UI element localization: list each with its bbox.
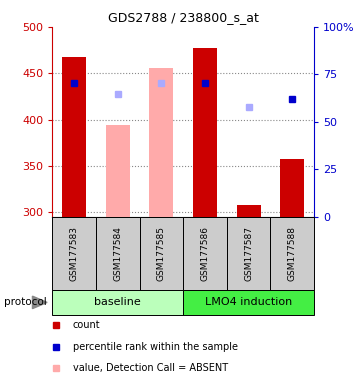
Bar xyxy=(227,217,270,290)
Bar xyxy=(149,68,173,217)
Text: protocol: protocol xyxy=(4,297,46,308)
Text: value, Detection Call = ABSENT: value, Detection Call = ABSENT xyxy=(73,362,228,373)
Bar xyxy=(280,159,304,217)
Bar xyxy=(62,58,86,217)
Bar xyxy=(52,217,96,290)
Bar xyxy=(183,290,314,315)
Bar xyxy=(106,125,130,217)
Text: count: count xyxy=(73,320,100,331)
Text: GSM177583: GSM177583 xyxy=(70,226,79,281)
Bar xyxy=(193,48,217,217)
Bar xyxy=(140,217,183,290)
Text: percentile rank within the sample: percentile rank within the sample xyxy=(73,341,238,352)
Title: GDS2788 / 238800_s_at: GDS2788 / 238800_s_at xyxy=(108,11,258,24)
Text: GSM177588: GSM177588 xyxy=(288,226,297,281)
Bar xyxy=(183,217,227,290)
Bar xyxy=(96,217,140,290)
Bar xyxy=(52,290,183,315)
Text: GSM177587: GSM177587 xyxy=(244,226,253,281)
Text: baseline: baseline xyxy=(94,297,141,308)
Text: GSM177584: GSM177584 xyxy=(113,226,122,281)
Bar xyxy=(270,217,314,290)
Text: LMO4 induction: LMO4 induction xyxy=(205,297,292,308)
Text: GSM177586: GSM177586 xyxy=(200,226,209,281)
Bar xyxy=(237,205,261,217)
Polygon shape xyxy=(32,296,47,309)
Text: GSM177585: GSM177585 xyxy=(157,226,166,281)
